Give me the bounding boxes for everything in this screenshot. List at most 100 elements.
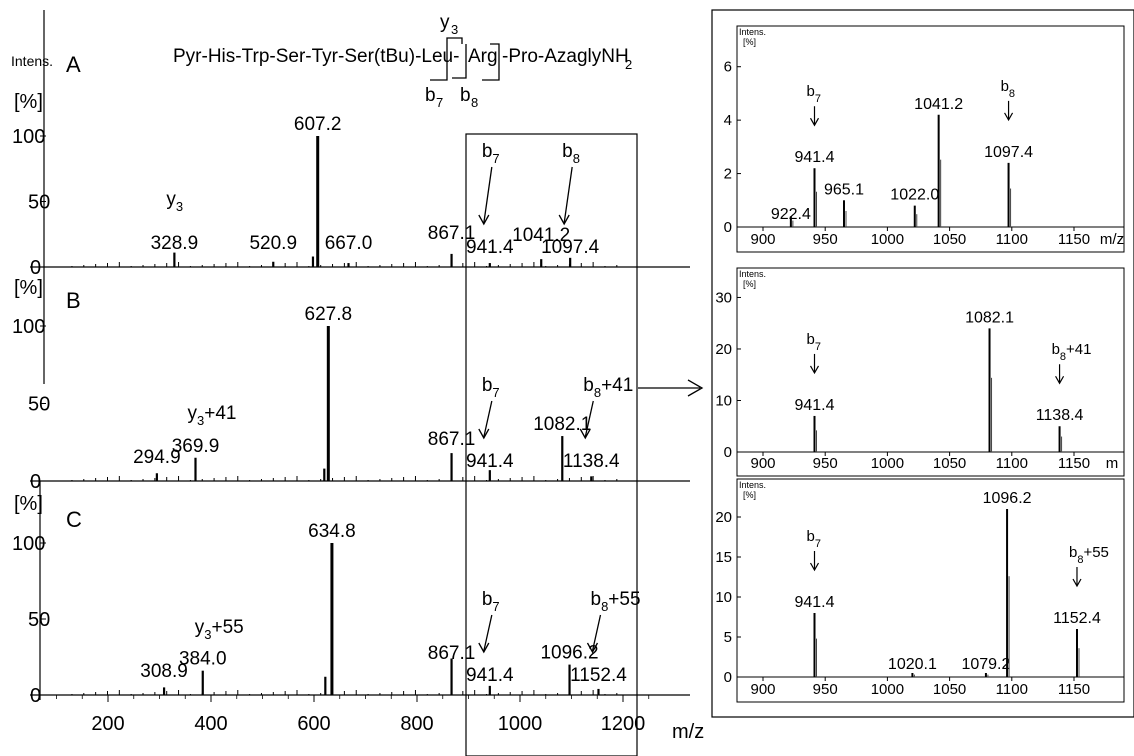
main-B-peak-label-6: 1082.1	[533, 414, 591, 435]
main-A-peak-label-3: 607.2	[294, 114, 342, 135]
y3-ion-sub: 3	[451, 22, 458, 37]
main-A-peak-label-1: 520.9	[249, 233, 297, 254]
main-C-ann-arrowhead-1	[478, 642, 490, 654]
main-A-ann-1: b7	[482, 141, 500, 166]
inset-2-y-title: Intens.	[739, 269, 766, 279]
inset-2-x-tick-1100: 1100	[996, 455, 1028, 472]
main-B-y-tick-50: 50	[28, 394, 50, 416]
inset-3-x-tick-1000: 1000	[871, 681, 904, 698]
seq-subscript: 2	[625, 57, 632, 72]
inset-1-peak-label-1: 941.4	[794, 149, 834, 166]
inset-2-x-tick-1000: 1000	[871, 455, 904, 472]
inset-3-y-tick-10: 10	[715, 589, 732, 606]
seq-part-2: Arg	[468, 46, 498, 67]
inset-1-ann-1: b8	[1001, 78, 1015, 100]
main-C-y-tick-0: 0	[30, 685, 41, 707]
seq-part-1: Pyr-His-Trp-Ser-Tyr-Ser(tBu)-Leu-	[173, 46, 459, 67]
main-C-ann-0: y3+55	[195, 617, 244, 642]
inset-1-peak-label-4: 1041.2	[914, 96, 963, 113]
inset-2-x-tick-m: m	[1106, 455, 1119, 472]
inset-2-y-tick-10: 10	[715, 392, 732, 409]
main-y-title: Intens.	[11, 53, 53, 69]
inset-2-y-tick-30: 30	[715, 289, 732, 306]
main-y-unit-b: [%]	[14, 277, 43, 299]
main-B-ann-arrow-2	[584, 400, 594, 438]
main-A-y-tick-100: 100	[12, 126, 45, 148]
inset-3-y-tick-5: 5	[724, 629, 732, 646]
inset-2-x-tick-950: 950	[813, 455, 838, 472]
inset-1-y-tick-0: 0	[724, 219, 732, 236]
inset-frame	[711, 9, 1134, 718]
main-B-peak-label-1: 369.9	[172, 436, 220, 457]
inset-3-peak-label-4: 1152.4	[1053, 610, 1101, 627]
inset-1-y-title: Intens.	[739, 27, 766, 37]
main-B-y-tick-0: 0	[30, 471, 41, 493]
inset-1-x-tick-1100: 1100	[996, 231, 1028, 248]
main-y-unit-a: [%]	[14, 91, 43, 113]
inset-3-y-tick-0: 0	[724, 669, 732, 686]
inset-1-y-tick-4: 4	[724, 112, 732, 129]
inset-3-y-unit: [%]	[743, 490, 756, 500]
inset-2-peak-label-2: 1138.4	[1036, 407, 1084, 424]
inset-1-ann-arrowhead-1	[1004, 112, 1014, 122]
main-A-y-tick-50: 50	[28, 192, 50, 214]
main-A-ann-arrowhead-2	[558, 214, 570, 226]
inset-3-peak-label-3: 1096.2	[983, 490, 1032, 507]
main-C-ann-1: b7	[482, 589, 500, 614]
inset-1-ann-0: b7	[807, 83, 821, 105]
main-B-ann-arrow-1	[483, 400, 493, 438]
inset-2-y-unit: [%]	[743, 279, 756, 289]
main-C-peak-label-5: 941.4	[466, 665, 514, 686]
main-B-peak-label-7: 1138.4	[563, 451, 620, 472]
main-x-tick-200: 200	[91, 713, 124, 735]
main-x-unit: m/z	[672, 721, 704, 743]
main-B-panel-label: B	[66, 288, 81, 313]
main-A-ann-arrowhead-1	[478, 214, 490, 226]
main-C-peak-label-6: 1096.2	[540, 643, 598, 664]
main-C-peak-label-0: 308.9	[140, 661, 188, 682]
inset-1-peak-label-3: 1022.0	[890, 187, 939, 204]
inset-3-y-tick-15: 15	[715, 549, 732, 566]
b8-bracket	[482, 43, 500, 81]
y3-ion-label: y	[440, 12, 450, 33]
main-C-y-tick-50: 50	[28, 609, 50, 631]
b8-ion-label: b	[460, 85, 471, 106]
main-B-peak-label-3: 627.8	[305, 304, 353, 325]
main-A-ann-arrow-1	[483, 166, 493, 224]
inset-2-peak-label-0: 941.4	[794, 397, 834, 414]
main-C-ann-arrowhead-2	[586, 642, 599, 654]
main-B-ann-arrowhead-2	[579, 428, 591, 440]
inset-3-ann-1: b8+55	[1069, 544, 1109, 566]
main-C-peak-label-3: 634.8	[308, 521, 356, 542]
inset-3-peak-label-2: 1079.2	[961, 656, 1010, 673]
inset-2-frame	[736, 267, 1125, 477]
inset-2-ann-arrowhead-1	[1055, 375, 1065, 385]
main-B-peak-label-5: 941.4	[466, 451, 514, 472]
inset-1-y-tick-6: 6	[724, 59, 732, 76]
zoom-region-box	[465, 133, 638, 756]
main-C-peak-label-1: 384.0	[179, 649, 227, 670]
main-A-peak-label-6: 941.4	[466, 237, 514, 258]
inset-2-ann-arrowhead-0	[809, 365, 820, 375]
inset-1-y-unit: [%]	[743, 37, 756, 47]
inset-3-x-tick-950: 950	[813, 681, 838, 698]
inset-2-ann-1: b8+41	[1052, 341, 1092, 363]
inset-3-ann-0: b7	[807, 528, 821, 550]
inset-3-peak-label-1: 1020.1	[888, 656, 937, 673]
main-x-tick-800: 800	[400, 713, 433, 735]
inset-1-peak-label-5: 1097.4	[984, 144, 1033, 161]
zoom-arrow-head	[687, 379, 704, 397]
main-A-panel-label: A	[66, 52, 81, 77]
main-A-peak-label-7: 1041.2	[512, 225, 570, 246]
main-x-tick-400: 400	[194, 713, 227, 735]
main-x-tick-1200: 1200	[601, 713, 646, 735]
inset-2-x-tick-1150: 1150	[1058, 455, 1090, 472]
b8-ion-sub: 8	[471, 95, 478, 110]
main-A-peak-label-4: 667.0	[325, 233, 373, 254]
main-C-peak-label-7: 1152.4	[570, 665, 627, 686]
main-C-ann-2: b8+55	[590, 589, 640, 614]
main-A-ann-arrow-2	[563, 166, 573, 224]
inset-2-y-tick-20: 20	[715, 341, 732, 358]
main-A-ann-0: y3	[166, 189, 183, 214]
